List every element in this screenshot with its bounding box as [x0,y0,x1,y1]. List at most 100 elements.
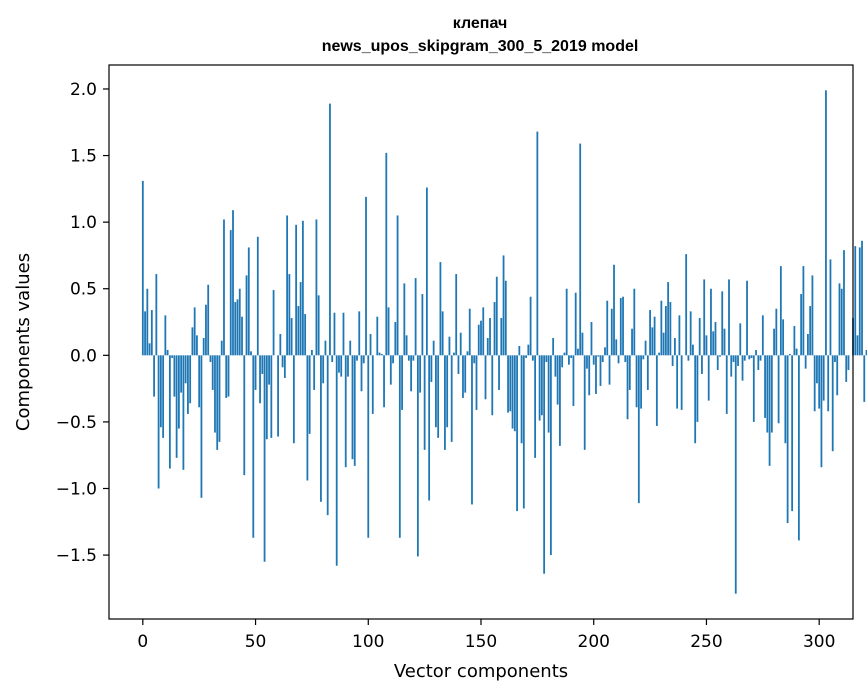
bar-257 [721,291,724,356]
bar-262 [732,355,735,362]
bar-216 [628,355,631,390]
bar-157 [495,276,498,356]
bar-282 [777,355,780,424]
bar-174 [534,355,537,458]
bar-236 [673,338,676,356]
bar-181 [549,355,552,556]
bar-7 [157,355,160,489]
bar-250 [705,335,708,356]
bar-117 [405,335,408,356]
bar-132 [439,262,442,356]
bar-276 [764,355,766,418]
bar-232 [664,306,667,356]
bar-264 [737,355,739,366]
bar-159 [500,318,503,356]
bar-74 [308,355,311,434]
bar-13 [171,355,174,358]
bar-77 [315,219,318,356]
bar-61 [279,334,282,356]
bar-19 [184,355,187,384]
bar-49 [252,355,255,538]
bar-182 [552,338,555,356]
y-tick-label: 0.0 [70,346,97,366]
bar-301 [820,355,823,468]
bar-199 [590,322,593,356]
bar-220 [637,355,640,504]
bar-123 [419,355,422,393]
bar-5 [153,355,155,397]
bar-295 [807,334,809,356]
bar-78 [317,295,320,356]
bar-9 [162,355,165,438]
bar-218 [633,288,636,356]
bar-28 [205,304,207,356]
bar-237 [676,355,679,409]
bar-165 [513,355,516,432]
bar-107 [383,355,385,408]
bar-173 [531,355,534,361]
bar-57 [270,355,273,438]
bar-274 [759,355,762,361]
x-axis-ticks: 0 50 100 150 200 250 300 [137,619,835,652]
bar-40 [232,210,234,356]
bar-119 [410,355,413,392]
bar-169 [522,355,525,509]
bar-99 [365,196,367,356]
bar-39 [229,230,232,356]
bar-275 [761,315,764,356]
bar-128 [430,355,433,382]
bar-222 [642,355,645,360]
bar-307 [834,355,836,362]
bar-302 [822,355,825,401]
bar-54 [263,355,266,562]
bar-299 [816,355,818,384]
bar-261 [730,355,733,377]
bar-279 [770,355,773,433]
bar-160 [502,255,505,356]
bar-16 [177,355,180,429]
bar-166 [516,355,518,512]
bar-170 [525,355,527,358]
bar-80 [322,355,325,384]
bar-210 [615,339,618,356]
bar-164 [511,355,514,429]
bar-83 [329,103,331,356]
bar-185 [559,355,561,446]
bar-45 [243,355,246,476]
bar-287 [788,353,791,356]
bar-280 [773,328,775,356]
bar-163 [509,355,512,412]
bar-118 [407,355,410,361]
y-tick-label: 2.0 [70,80,97,100]
bar-125 [423,355,426,450]
bar-64 [286,215,289,356]
bar-88 [340,355,343,377]
bar-131 [437,355,440,438]
bar-4 [150,310,153,356]
bar-37 [225,355,228,398]
bar-137 [450,355,453,442]
bar-294 [804,355,807,369]
bar-249 [703,279,706,356]
bar-68 [295,224,298,356]
bar-227 [653,316,656,356]
bar-34 [218,355,221,442]
chart-title-line1: клепач [453,15,508,32]
bar-186 [561,355,564,368]
bar-65 [288,274,291,356]
bar-284 [782,319,785,356]
bar-167 [518,346,521,356]
x-tick-label: 100 [352,632,384,652]
bar-197 [586,355,588,369]
bar-44 [241,316,243,356]
bar-106 [380,353,383,356]
bar-58 [272,290,275,356]
bar-266 [741,355,744,381]
bar-268 [746,280,748,356]
bar-293 [802,266,805,356]
bar-221 [640,355,642,409]
bar-283 [779,266,782,356]
bar-271 [752,355,755,422]
bar-241 [685,254,688,356]
x-tick-label: 200 [578,632,610,652]
